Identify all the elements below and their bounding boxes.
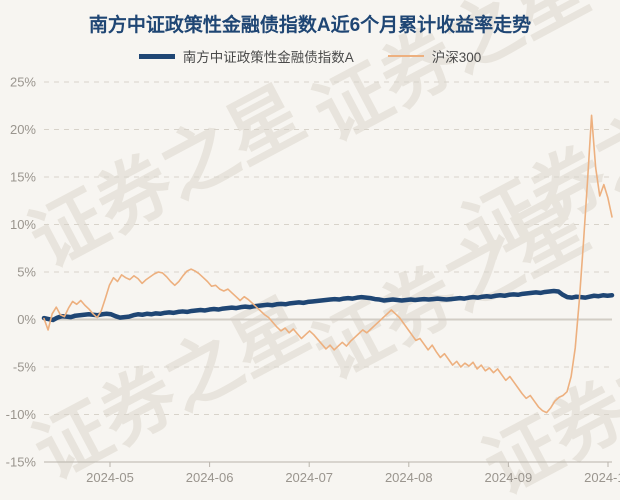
y-axis-tick-label: -5%: [13, 360, 37, 375]
y-axis-tick-label: -10%: [6, 407, 37, 422]
legend-item-label: 南方中证政策性金融债指数A: [182, 50, 354, 65]
legend-item-primary[interactable]: 南方中证政策性金融债指数A: [138, 46, 354, 66]
y-axis-tick-label: -15%: [6, 455, 37, 470]
x-axis-tick-label: 2024-05: [86, 470, 134, 485]
x-axis-tick-label: 2024-10: [584, 470, 620, 485]
x-axis-tick-label: 2024-06: [186, 470, 234, 485]
series-line-primary: [41, 288, 615, 323]
x-axis-tick-label: 2024-09: [485, 470, 533, 485]
legend-item-label: 沪深300: [431, 50, 482, 65]
y-axis-tick-label: 25%: [10, 75, 36, 90]
y-axis-tick-label: 15%: [10, 170, 36, 185]
y-axis-tick-label: 10%: [10, 217, 36, 232]
y-axis-tick-label: 20%: [10, 122, 36, 137]
y-axis-tick-label: 5%: [17, 265, 36, 280]
legend-item-secondary[interactable]: 沪深300: [387, 46, 482, 66]
legend-swatch-icon: [387, 55, 424, 57]
page-title: 南方中证政策性金融债指数A近6个月累计收益率走势: [88, 15, 532, 36]
series-line-secondary: [43, 114, 613, 414]
y-axis-tick-label: 0%: [17, 312, 36, 327]
x-axis-tick-label: 2024-08: [385, 470, 433, 485]
x-axis-tick-label: 2024-07: [285, 470, 333, 485]
legend-swatch-icon: [138, 53, 175, 59]
chart-legend: 南方中证政策性金融债指数A 沪深300: [0, 46, 620, 66]
